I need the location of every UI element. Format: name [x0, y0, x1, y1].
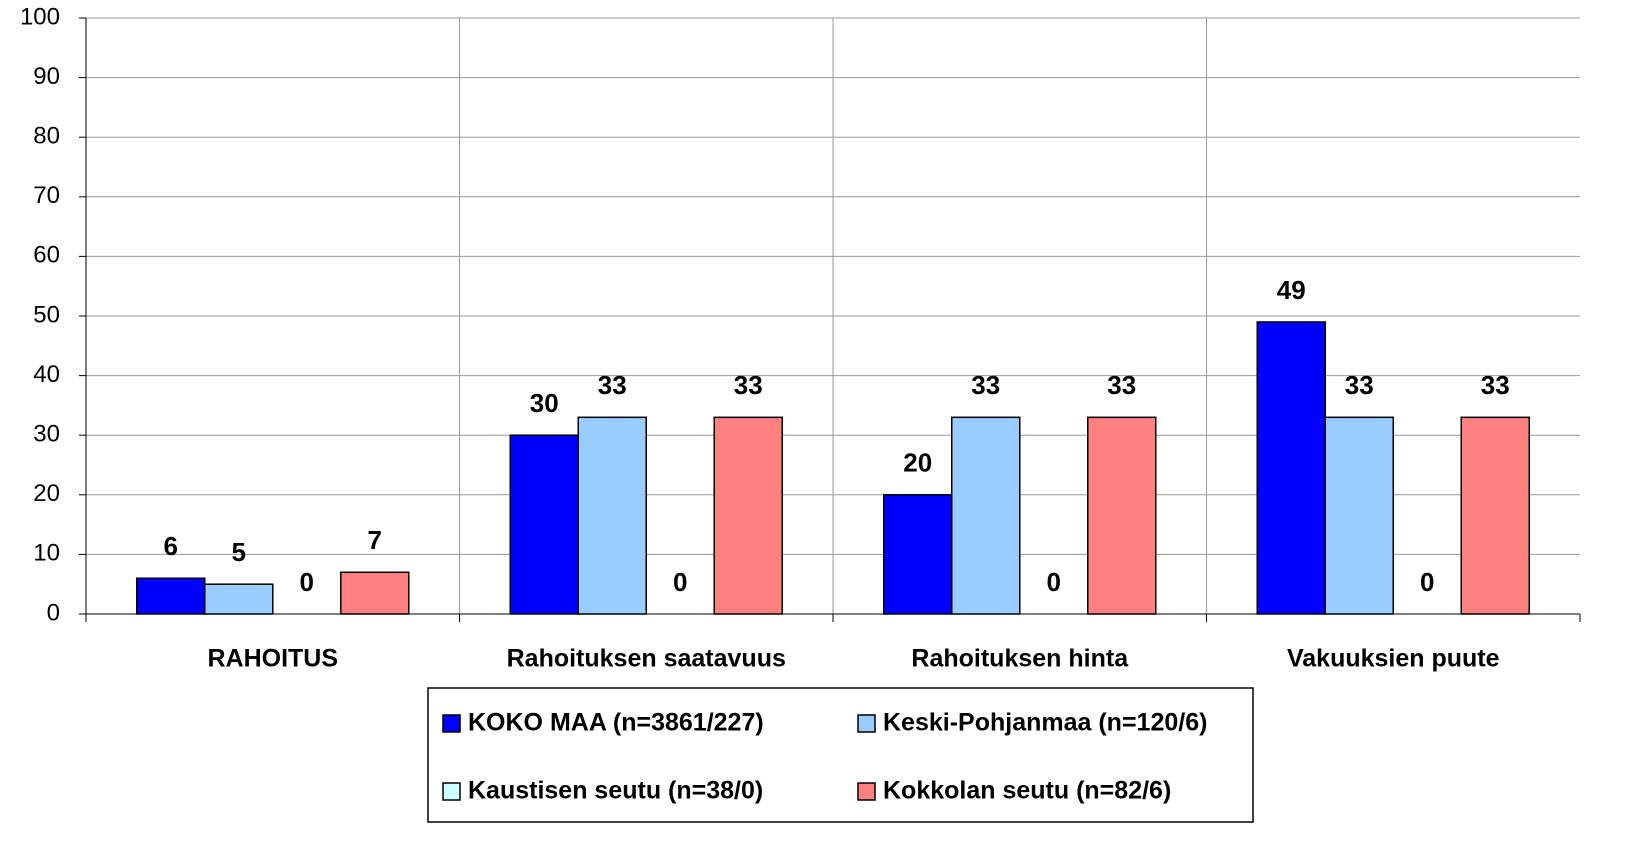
- bar: [1256, 321, 1326, 615]
- y-tick-label: 100: [20, 3, 60, 30]
- legend-swatch: [442, 782, 461, 801]
- legend-label: KOKO MAA (n=3861/227): [468, 709, 764, 737]
- bar: [1324, 416, 1394, 615]
- bar: [204, 583, 274, 615]
- legend-label: Kokkolan seutu (n=82/6): [883, 777, 1171, 805]
- data-label: 0: [1420, 567, 1434, 597]
- legend-swatch: [857, 782, 876, 801]
- bar: [883, 494, 953, 615]
- y-tick-label: 30: [33, 421, 60, 448]
- data-label: 0: [1047, 567, 1061, 597]
- y-tick-label: 0: [47, 599, 60, 626]
- data-label: 20: [903, 448, 932, 478]
- legend-label: Kaustisen seutu (n=38/0): [468, 777, 763, 805]
- bar: [136, 577, 206, 615]
- data-label: 33: [971, 370, 1000, 400]
- data-label: 6: [164, 531, 178, 561]
- legend-label: Keski-Pohjanmaa (n=120/6): [883, 709, 1207, 737]
- legend-swatch: [442, 714, 461, 733]
- bar: [340, 571, 410, 615]
- data-label: 7: [368, 525, 382, 555]
- bar: [951, 416, 1021, 615]
- legend-box: [427, 687, 1254, 823]
- y-tick-label: 10: [33, 540, 60, 567]
- y-tick-label: 40: [33, 361, 60, 388]
- y-tick-label: 60: [33, 242, 60, 269]
- y-tick-label: 80: [33, 123, 60, 150]
- data-label: 33: [1345, 370, 1374, 400]
- bar: [509, 434, 579, 615]
- x-tick-label: Vakuuksien puute: [1287, 645, 1500, 673]
- data-label: 30: [530, 388, 559, 418]
- bar: [577, 416, 647, 615]
- x-tick-label: Rahoituksen saatavuus: [507, 645, 786, 673]
- data-label: 33: [598, 370, 627, 400]
- data-label: 0: [673, 567, 687, 597]
- bar: [713, 416, 783, 615]
- y-tick-label: 90: [33, 63, 60, 90]
- data-label: 33: [1481, 370, 1510, 400]
- bar: [1460, 416, 1530, 615]
- x-tick-label: RAHOITUS: [207, 645, 338, 673]
- y-tick-label: 50: [33, 301, 60, 328]
- data-label: 0: [300, 567, 314, 597]
- data-label: 33: [1107, 370, 1136, 400]
- data-label: 49: [1277, 275, 1306, 305]
- data-label: 5: [232, 537, 246, 567]
- y-tick-label: 20: [33, 480, 60, 507]
- legend-swatch: [857, 714, 876, 733]
- x-tick-label: Rahoituksen hinta: [911, 645, 1129, 673]
- y-tick-label: 70: [33, 182, 60, 209]
- data-label: 33: [734, 370, 763, 400]
- bar: [1087, 416, 1157, 615]
